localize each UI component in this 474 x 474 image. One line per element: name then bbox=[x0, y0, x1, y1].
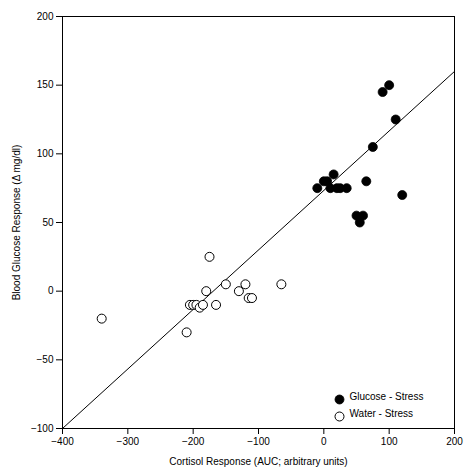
svg-text:0: 0 bbox=[321, 436, 327, 447]
svg-text:200: 200 bbox=[446, 436, 463, 447]
svg-text:200: 200 bbox=[37, 11, 54, 22]
svg-text:−200: −200 bbox=[182, 436, 205, 447]
svg-text:50: 50 bbox=[42, 217, 54, 228]
svg-text:Blood Glucose Response (Δ mg/d: Blood Glucose Response (Δ mg/dl) bbox=[11, 145, 22, 301]
svg-text:−50: −50 bbox=[37, 354, 54, 365]
svg-text:−300: −300 bbox=[117, 436, 140, 447]
svg-text:0: 0 bbox=[48, 285, 54, 296]
svg-text:−100: −100 bbox=[31, 423, 54, 434]
svg-text:Glucose - Stress: Glucose - Stress bbox=[350, 391, 424, 402]
svg-text:−100: −100 bbox=[247, 436, 270, 447]
svg-text:−400: −400 bbox=[51, 436, 74, 447]
svg-text:Water - Stress: Water - Stress bbox=[350, 408, 414, 419]
svg-text:100: 100 bbox=[381, 436, 398, 447]
svg-text:Cortisol Response (AUC; arbitr: Cortisol Response (AUC; arbitrary units) bbox=[169, 456, 347, 467]
svg-text:100: 100 bbox=[37, 148, 54, 159]
svg-text:150: 150 bbox=[37, 79, 54, 90]
